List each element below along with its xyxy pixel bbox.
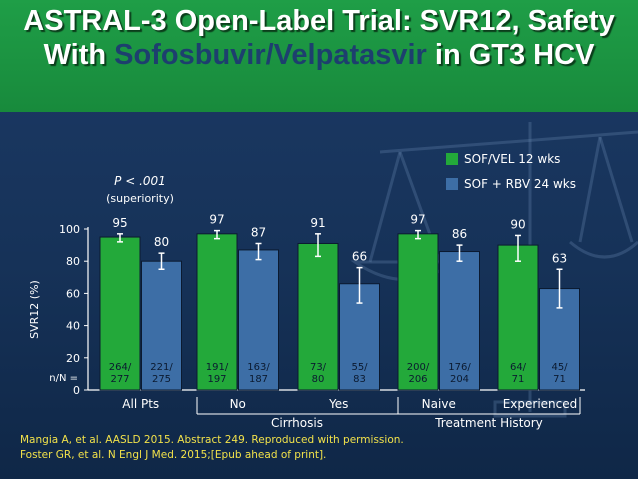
bar-n-label-line: 163/ (247, 362, 270, 373)
bar-n-label-line: 200/ (407, 362, 430, 373)
category-label: All Pts (122, 397, 159, 411)
y-tick-label: 40 (66, 320, 80, 333)
category-label: Experienced (503, 397, 578, 411)
bar-n-label-line: 45/ (551, 362, 568, 373)
category-label: No (230, 397, 246, 411)
error-bar (315, 233, 321, 258)
error-bar (415, 229, 421, 240)
bar-value-label: 95 (112, 216, 127, 230)
citation-2: Foster GR, et al. N Engl J Med. 2015;[Ep… (20, 449, 327, 461)
superiority-note: (superiority) (106, 192, 174, 205)
bar-n-label-line: 275 (152, 374, 171, 385)
bar-n-label-line: 264/ (109, 362, 132, 373)
bar-n-label-line: 187 (249, 374, 268, 385)
bar-n-label-line: 71 (512, 374, 525, 385)
bar-value-label: 63 (552, 251, 567, 265)
y-tick-label: 0 (73, 384, 80, 397)
n-over-N-label: n/N = (49, 373, 78, 384)
bar-sof-vel (497, 244, 539, 391)
y-axis-title: SVR12 (%) (28, 280, 41, 339)
error-bar (556, 268, 563, 309)
bar-n-label-line: 176/ (448, 362, 471, 373)
legend-label: SOF/VEL 12 wks (464, 152, 560, 166)
bar-n-label: 200/206 (407, 362, 430, 385)
bar-n-label-line: 204 (450, 374, 469, 385)
bar-n-label-line: 73/ (310, 362, 327, 373)
bar-n-label-line: 64/ (510, 362, 527, 373)
bar-n-label-line: 71 (553, 374, 566, 385)
bar-n-label: 163/187 (247, 362, 270, 385)
bar-n-label-line: 277 (110, 374, 129, 385)
bar-value-label: 97 (410, 213, 425, 227)
error-bar (456, 244, 463, 262)
title-text-main: ASTRAL-3 Open-Label Trial: SVR12, Safety… (23, 5, 615, 71)
bar-value-label: 66 (352, 250, 367, 264)
bar-value-label: 97 (209, 213, 224, 227)
y-tick-label: 60 (66, 287, 80, 300)
bar-n-label-line: 55/ (351, 362, 368, 373)
legend-swatch (446, 153, 458, 165)
bar-n-label-line: 80 (312, 374, 325, 385)
y-tick-label: 100 (59, 223, 80, 236)
error-bar (158, 252, 165, 270)
bar-sof-vel (297, 242, 339, 391)
error-bar (214, 229, 220, 240)
bar-n-label-line: 206 (408, 374, 427, 385)
bar-n-label: 64/71 (510, 362, 527, 385)
bar-n-label-line: 221/ (150, 362, 173, 373)
group-label: Treatment History (434, 416, 543, 430)
citations: Mangia A, et al. AASLD 2015. Abstract 24… (20, 433, 404, 463)
legend-swatch (446, 178, 458, 190)
bar-n-label: 221/275 (150, 362, 173, 385)
title-banner: ASTRAL-3 Open-Label Trial: SVR12, Safety… (0, 0, 638, 112)
group-label: Cirrhosis (271, 416, 323, 430)
bar-value-label: 91 (310, 216, 325, 230)
error-bar (356, 266, 363, 304)
p-value-annotation: P < .001 (114, 174, 166, 188)
y-tick-label: 80 (66, 255, 80, 268)
bar-n-label-line: 83 (353, 374, 366, 385)
citation-1: Mangia A, et al. AASLD 2015. Abstract 24… (20, 434, 404, 446)
bar-value-label: 80 (154, 235, 169, 249)
error-bar (255, 242, 262, 261)
error-bar (117, 233, 123, 243)
bar-n-label: 45/71 (551, 362, 568, 385)
bar-n-label: 191/197 (206, 362, 229, 385)
y-tick-label: 20 (66, 352, 80, 365)
bar-n-label: 176/204 (448, 362, 471, 385)
bar-value-label: 87 (251, 225, 266, 239)
title-drug-name: Sofosbuvir/Velpatasvir (114, 39, 427, 71)
bar-n-label-line: 197 (207, 374, 226, 385)
error-bar (515, 234, 521, 262)
bar-n-label: 73/80 (310, 362, 327, 385)
slide-title: ASTRAL-3 Open-Label Trial: SVR12, Safety… (10, 4, 628, 72)
bar-n-label-line: 191/ (206, 362, 229, 373)
bar-sof-vel (196, 233, 238, 391)
bar-value-label: 86 (452, 227, 467, 241)
category-label: Naive (422, 397, 456, 411)
bar-value-label: 90 (510, 217, 525, 231)
category-label: Yes (328, 397, 348, 411)
bar-n-label: 264/277 (109, 362, 132, 385)
legend-label: SOF + RBV 24 wks (464, 177, 576, 191)
bar-sof-vel (99, 236, 141, 391)
bar-sof-vel (397, 233, 439, 391)
bar-n-label: 55/83 (351, 362, 368, 385)
bar-sof-rbv (439, 251, 480, 391)
title-text-end: in GT3 HCV (426, 39, 595, 71)
